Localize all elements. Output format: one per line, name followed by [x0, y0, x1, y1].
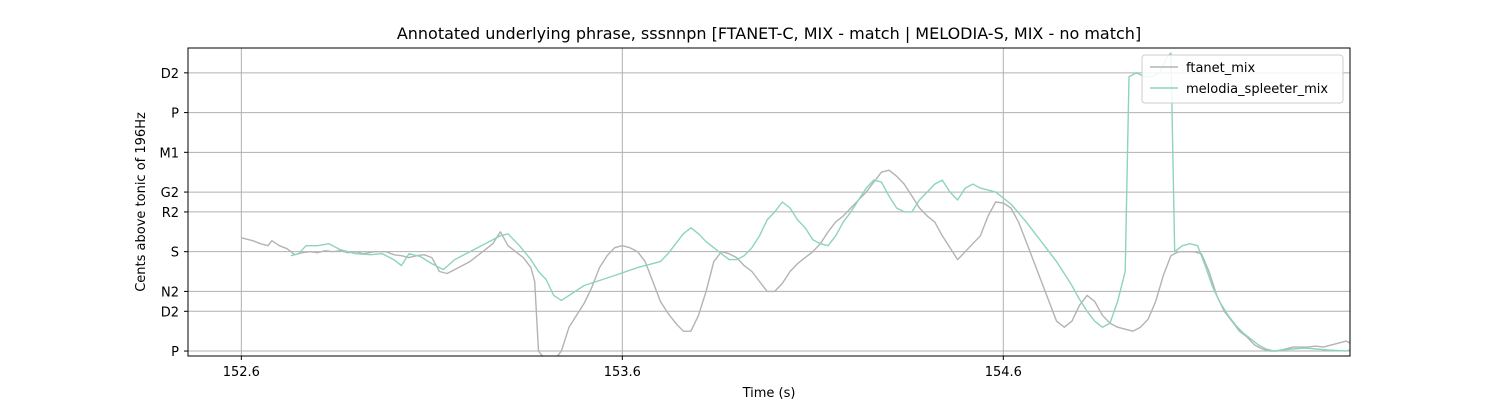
- legend: ftanet_mix melodia_spleeter_mix: [1141, 54, 1344, 104]
- y-tick-label: N2: [161, 285, 179, 300]
- plot-frame: [187, 47, 1351, 357]
- y-tick-label: R2: [162, 206, 179, 221]
- y-tick-label: S: [171, 246, 179, 261]
- series-line-ftanet-mix: [241, 169, 1350, 356]
- chart-title: Annotated underlying phrase, sssnnpn [FT…: [397, 24, 1141, 43]
- x-tick-label: 152.6: [223, 365, 260, 380]
- y-tick-label: D2: [161, 67, 179, 82]
- y-axis-label: Cents above tonic of 196Hz: [134, 112, 149, 292]
- ticks: P D2 N2 S R2 G2 M1 P D2 152.6 153.6 154.6: [160, 67, 1022, 380]
- legend-label-ftanet-mix: ftanet_mix: [1186, 61, 1256, 76]
- x-tick-label: 153.6: [604, 365, 641, 380]
- legend-label-melodia-spleeter-mix: melodia_spleeter_mix: [1186, 82, 1328, 97]
- legend-box: [1141, 54, 1344, 104]
- x-tick-label: 154.6: [985, 365, 1022, 380]
- y-tick-label: P: [171, 107, 179, 122]
- y-tick-label: M1: [160, 146, 180, 161]
- series-line-melodia-spleeter-mix: [290, 52, 1350, 352]
- x-axis-label: Time (s): [742, 386, 796, 400]
- y-tick-label: D2: [161, 305, 179, 320]
- plot-area: [241, 52, 1350, 356]
- y-tick-label: G2: [161, 186, 179, 201]
- y-tick-label: P: [171, 345, 179, 360]
- grid: [188, 48, 1350, 356]
